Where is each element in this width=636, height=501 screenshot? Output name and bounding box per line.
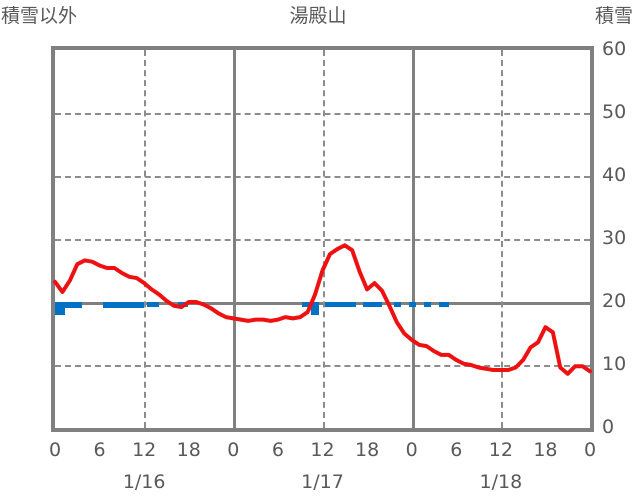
x-tick-label: 12 xyxy=(488,439,513,461)
bar xyxy=(439,302,449,308)
bar xyxy=(423,302,431,308)
day-boundary-line xyxy=(233,50,237,428)
day-boundary-line xyxy=(411,50,415,428)
page-title: 湯殿山 xyxy=(289,5,347,27)
bar xyxy=(393,302,402,308)
x-tick-label: 6 xyxy=(93,439,106,461)
x-tick-label: 18 xyxy=(533,439,558,461)
right-tick-label: 40 xyxy=(602,164,627,186)
x-tick-label: 12 xyxy=(132,439,157,461)
plot-area xyxy=(53,50,592,428)
right-tick-label: 60 xyxy=(602,38,627,60)
bar xyxy=(408,302,417,308)
right-axis-label: 積雪 xyxy=(594,5,633,27)
bar xyxy=(302,302,312,308)
x-tick-label: 0 xyxy=(405,439,418,461)
right-tick-label: 10 xyxy=(602,353,627,375)
day-label: 1/16 xyxy=(122,471,166,493)
temperature-polyline xyxy=(53,243,592,376)
vgridline xyxy=(322,50,325,428)
right-tick-label: 20 xyxy=(602,290,627,312)
x-tick-label: 12 xyxy=(310,439,335,461)
vgridline xyxy=(144,50,147,428)
x-tick-label: 0 xyxy=(583,439,597,461)
right-tick-label: 0 xyxy=(602,416,615,438)
bar xyxy=(55,302,66,315)
right-tick-label: 50 xyxy=(602,101,627,123)
day-label: 1/17 xyxy=(301,471,344,493)
bar xyxy=(325,302,356,308)
x-tick-label: 0 xyxy=(48,439,62,461)
left-axis-label: 積雪以外 xyxy=(1,5,78,27)
bar xyxy=(147,302,159,308)
bar xyxy=(65,302,82,309)
vgridline xyxy=(500,50,503,428)
bar xyxy=(311,302,319,315)
right-tick-label: 30 xyxy=(602,227,627,249)
x-tick-label: 18 xyxy=(354,439,380,461)
x-tick-label: 6 xyxy=(271,439,284,461)
bar xyxy=(103,302,145,309)
x-tick-label: 6 xyxy=(450,439,463,461)
bar xyxy=(363,302,382,308)
x-tick-label: 18 xyxy=(176,439,201,461)
day-label: 1/18 xyxy=(479,471,523,493)
temperature-line xyxy=(53,243,592,376)
x-tick-label: 0 xyxy=(227,439,240,461)
